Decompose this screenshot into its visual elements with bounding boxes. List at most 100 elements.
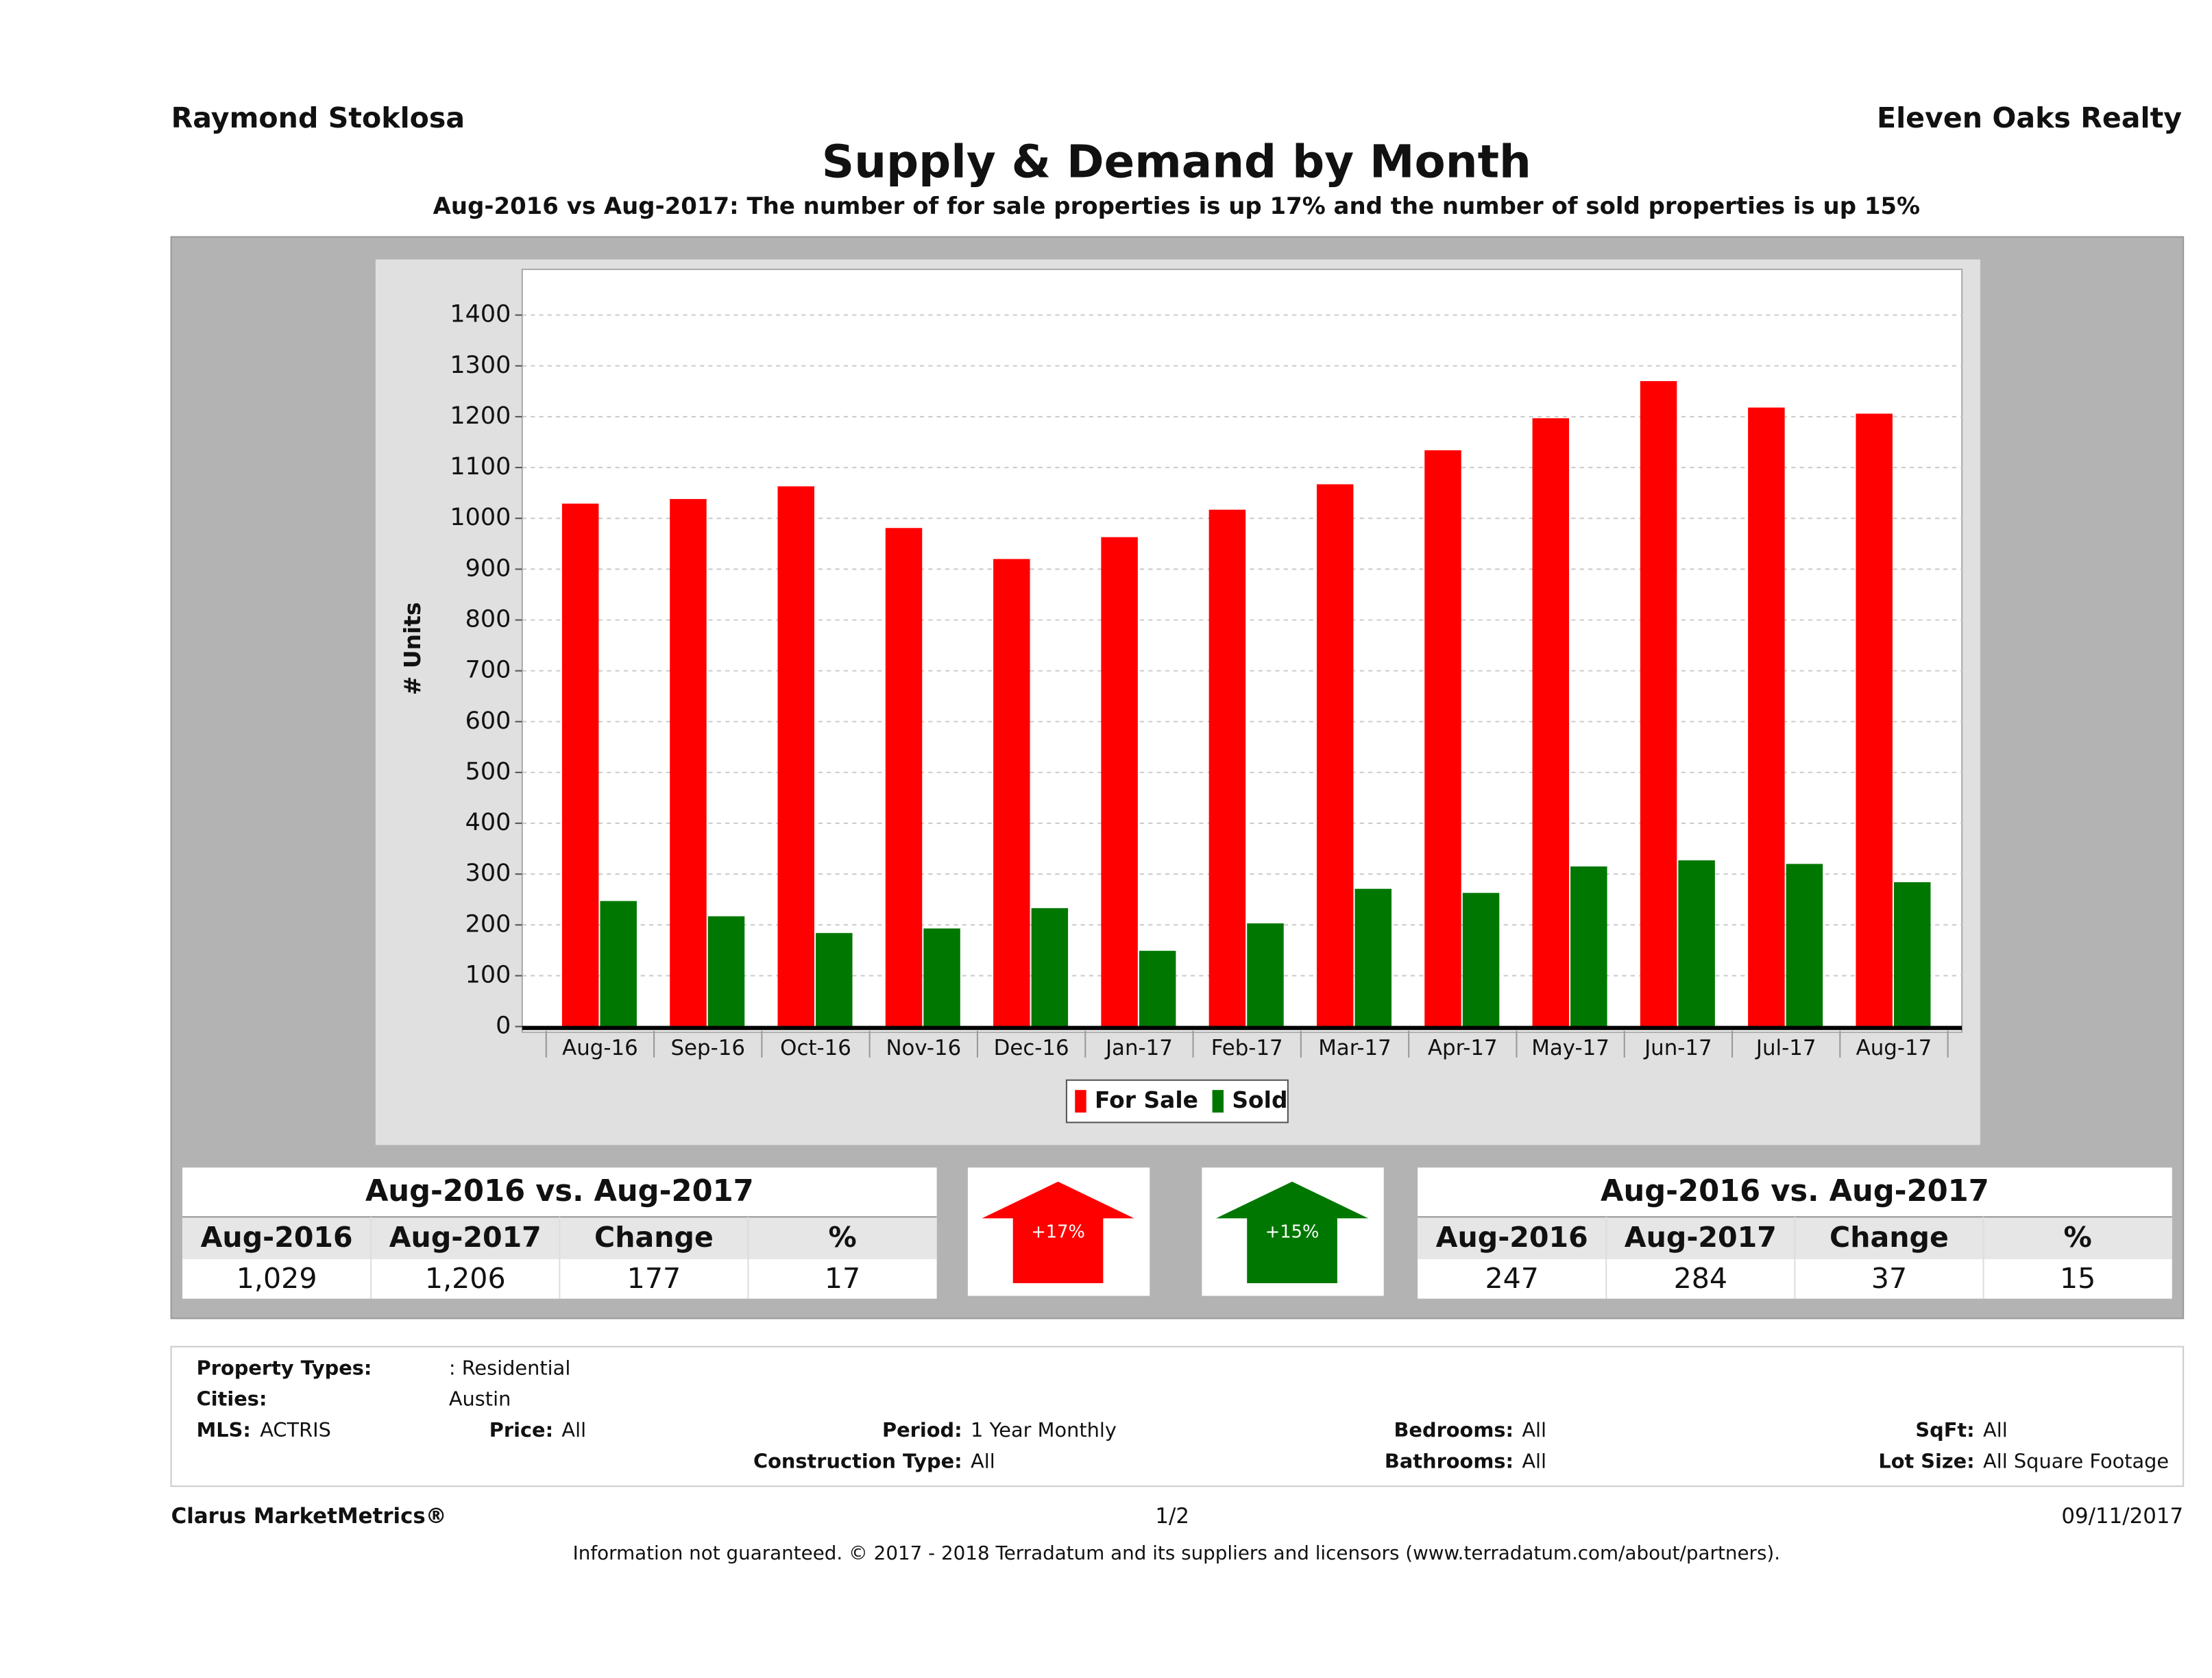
footer-brand: Clarus MarketMetrics® — [171, 1504, 447, 1529]
tables: Aug-2016 vs. Aug-2017 Aug-2016 1,029 Aug-20… — [182, 1167, 2172, 1299]
filter-label: SqFt: — [1915, 1418, 1974, 1442]
filter-value: All Square Footage — [1983, 1449, 2169, 1472]
bar — [1893, 882, 1931, 1027]
table-cell: 177 — [627, 1262, 681, 1295]
bar — [1748, 407, 1785, 1027]
legend-swatch — [1075, 1090, 1086, 1113]
filter-label: Construction Type: — [753, 1449, 962, 1472]
y-tick-label: 500 — [465, 758, 511, 786]
table-title: Aug-2016 vs. Aug-2017 — [1601, 1174, 1989, 1208]
table-cell: 17 — [825, 1262, 860, 1295]
filter-value: 1 Year Monthly — [971, 1418, 1117, 1442]
table-header: Aug-2016 — [1436, 1221, 1588, 1254]
filters-box — [170, 1346, 2185, 1487]
y-tick-label: 0 — [496, 1012, 511, 1040]
y-tick-label: 400 — [465, 809, 511, 836]
bar — [1462, 892, 1500, 1027]
x-tick-label: Oct-16 — [780, 1036, 851, 1060]
agent-name: Raymond Stoklosa — [171, 101, 465, 134]
table-title: Aug-2016 vs. Aug-2017 — [365, 1174, 754, 1208]
bar — [1208, 509, 1246, 1027]
bar — [1139, 951, 1176, 1027]
arrow — [1215, 1181, 1369, 1283]
bar — [1424, 450, 1461, 1027]
y-tick-label: 1300 — [450, 352, 511, 379]
y-tick-label: 700 — [465, 657, 511, 684]
bar — [1786, 864, 1823, 1027]
filter-label: Bathrooms: — [1385, 1449, 1514, 1472]
y-tick-label: 200 — [465, 910, 511, 938]
filter-value: All — [1522, 1449, 1546, 1472]
bar — [1678, 860, 1715, 1027]
table-cell: 247 — [1485, 1262, 1539, 1295]
y-tick-label: 100 — [465, 961, 511, 988]
x-tick-label: Mar-17 — [1318, 1036, 1391, 1060]
bar — [1640, 381, 1677, 1027]
bar — [1856, 413, 1893, 1027]
chart: 0 100 200 300 400 500 600 700 800 900 1000 1100 1200… — [450, 301, 1962, 1113]
filter-label: Lot Size: — [1878, 1449, 1974, 1472]
y-axis-label: # Units — [399, 602, 426, 695]
table-header: Change — [594, 1221, 714, 1254]
x-tick-label: Jan-17 — [1104, 1036, 1173, 1060]
table-cell: 284 — [1674, 1262, 1727, 1295]
filter-value: All — [1522, 1418, 1546, 1442]
y-tick-label: 600 — [465, 707, 511, 735]
chart-title: Supply & Demand by Month — [822, 136, 1531, 189]
table-header: Aug-2017 — [389, 1221, 542, 1254]
bar — [816, 933, 853, 1027]
filter-label: Period: — [882, 1418, 962, 1442]
footer-page: 1/2 — [1155, 1504, 1189, 1529]
y-tick-label: 1100 — [450, 453, 511, 481]
bar — [1316, 484, 1354, 1027]
bar — [993, 559, 1030, 1027]
table-cell: 1,206 — [425, 1262, 506, 1295]
filter-label: MLS: — [197, 1418, 251, 1442]
table-header: % — [828, 1221, 856, 1254]
filter-value: : Residential — [449, 1356, 570, 1379]
x-tick-label: May-17 — [1531, 1036, 1609, 1060]
y-tick-label: 300 — [465, 860, 511, 887]
table-cell: 1,029 — [236, 1262, 317, 1295]
y-tick-label: 1200 — [450, 402, 511, 430]
x-tick-label: Feb-17 — [1211, 1036, 1283, 1060]
bar — [670, 499, 707, 1027]
table-cell: 37 — [1871, 1262, 1907, 1295]
filter-label: Cities: — [197, 1387, 267, 1411]
legend-label: Sold — [1232, 1086, 1287, 1113]
bar — [1570, 866, 1607, 1027]
filter-label: Bedrooms: — [1394, 1418, 1514, 1442]
table-cell: 15 — [2060, 1262, 2095, 1295]
arrow — [982, 1181, 1134, 1283]
filter-value: Austin — [449, 1387, 511, 1411]
y-tick-label: 1400 — [450, 301, 511, 328]
filter-value: All — [561, 1418, 586, 1442]
bar — [1354, 888, 1391, 1027]
legend-label: For Sale — [1095, 1086, 1198, 1113]
bar — [1532, 418, 1570, 1027]
x-tick-label: Nov-16 — [886, 1036, 961, 1060]
x-tick-label: Apr-17 — [1428, 1036, 1498, 1060]
y-tick-label: 1000 — [450, 504, 511, 531]
bar — [1031, 908, 1069, 1027]
filter-label: Property Types: — [197, 1356, 372, 1379]
legend — [1065, 1079, 1289, 1123]
filter-value: All — [1983, 1418, 2008, 1442]
filter-value: ACTRIS — [260, 1418, 331, 1442]
x-tick-label: Dec-16 — [994, 1036, 1069, 1060]
chart-subtitle: Aug-2016 vs Aug-2017: The number of for … — [433, 193, 1920, 220]
table-header: Change — [1830, 1221, 1949, 1254]
table-header: Aug-2016 — [201, 1221, 353, 1254]
bar — [600, 901, 637, 1027]
bar — [1247, 923, 1284, 1027]
y-tick-label: 800 — [465, 605, 511, 633]
bar — [561, 503, 599, 1027]
company-name: Eleven Oaks Realty — [1877, 101, 2182, 134]
arrow-label: +15% — [1265, 1221, 1320, 1242]
disclaimer: Information not guaranteed. © 2017 - 201… — [573, 1542, 1780, 1564]
table-header: Aug-2017 — [1625, 1221, 1777, 1254]
filter-label: Price: — [489, 1418, 553, 1442]
bar — [923, 928, 960, 1027]
